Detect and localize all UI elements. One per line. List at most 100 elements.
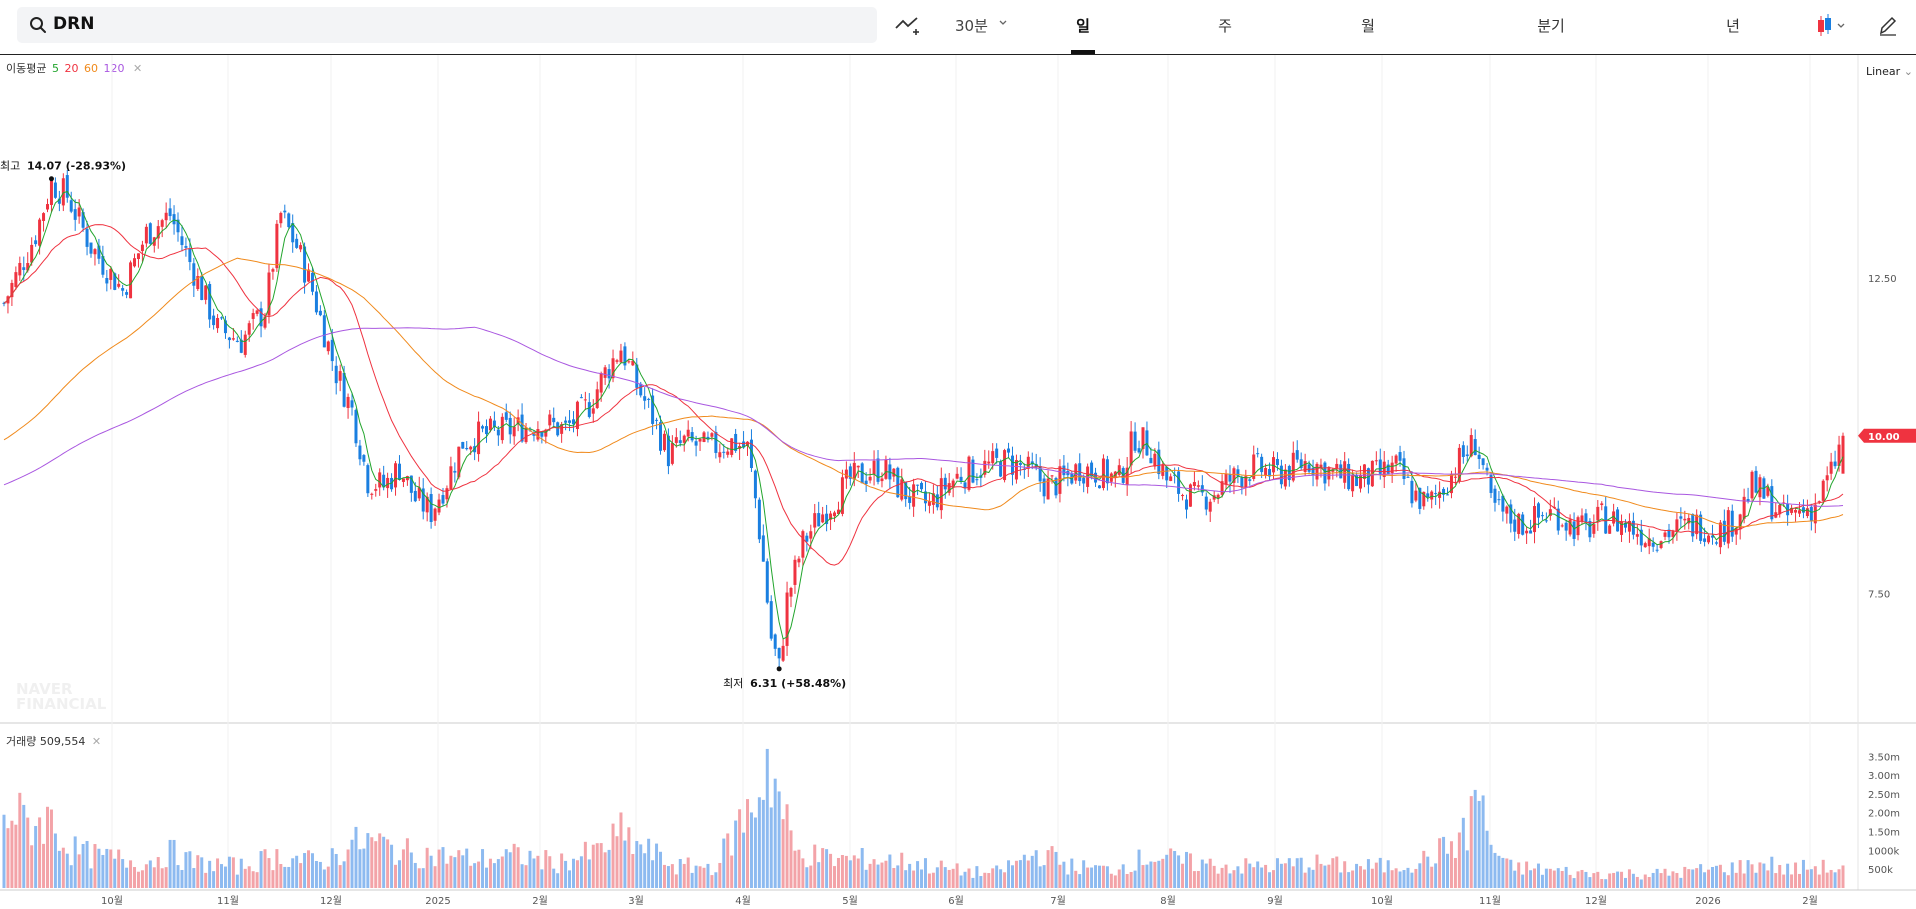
volume-bar xyxy=(1493,852,1497,888)
candle xyxy=(1714,542,1718,544)
volume-bar xyxy=(536,855,540,888)
volume-bar xyxy=(184,852,188,888)
volume-bar xyxy=(1014,860,1018,888)
candle xyxy=(718,452,722,458)
candle xyxy=(1517,513,1521,534)
candle xyxy=(1505,506,1509,514)
candle xyxy=(180,236,184,246)
candle xyxy=(492,420,496,428)
volume-bar xyxy=(1797,873,1801,888)
volume-tick-label: 3.00m xyxy=(1868,771,1900,782)
scale-select[interactable]: Linear ⌄ xyxy=(1866,65,1913,78)
volume-bar xyxy=(275,849,279,888)
volume-bar xyxy=(366,833,370,888)
interval-select[interactable]: 30분 xyxy=(955,17,988,35)
candle xyxy=(85,228,89,247)
candle xyxy=(1038,466,1042,482)
volume-bar xyxy=(659,851,663,888)
candle-type-icon[interactable] xyxy=(1815,12,1851,40)
volume-bar xyxy=(540,869,544,888)
chevron-down-icon[interactable] xyxy=(998,18,1008,28)
volume-bar xyxy=(655,843,659,888)
volume-bar xyxy=(706,863,710,888)
tab-month[interactable]: 월 xyxy=(1361,17,1375,35)
candle xyxy=(287,213,291,228)
pencil-icon[interactable] xyxy=(1876,12,1900,40)
candle xyxy=(781,645,785,661)
candle xyxy=(1529,530,1533,534)
volume-bar xyxy=(1604,879,1608,888)
price-chart[interactable]: NAVER FINANCIAL 12.50 7.50 10.00 10월 11월 12월 2… xyxy=(0,55,1916,909)
volume-bar xyxy=(900,852,904,888)
candle xyxy=(1315,463,1319,480)
volume-bar xyxy=(615,836,619,888)
candle xyxy=(1378,459,1382,474)
candle xyxy=(896,467,900,498)
tab-week[interactable]: 주 xyxy=(1218,17,1232,35)
tab-year[interactable]: 년 xyxy=(1726,17,1740,35)
volume-bar xyxy=(1513,870,1517,888)
volume-bar xyxy=(1295,858,1299,888)
volume-bar xyxy=(1544,868,1548,888)
volume-bar xyxy=(1560,870,1564,888)
volume-bar xyxy=(417,868,421,888)
volume-bar xyxy=(548,856,552,888)
volume-bar xyxy=(560,853,564,888)
candle xyxy=(1568,519,1572,535)
volume-bar xyxy=(587,859,591,888)
candle xyxy=(441,495,445,504)
search-box[interactable]: DRN xyxy=(17,7,877,43)
volume-bar xyxy=(1010,865,1014,888)
candle xyxy=(354,409,358,444)
close-icon[interactable]: ✕ xyxy=(132,62,143,75)
volume-bar xyxy=(1319,863,1323,888)
candle xyxy=(927,501,931,506)
volume-bar xyxy=(1244,858,1248,888)
candle xyxy=(1651,542,1655,547)
x-tick-label: 2월 xyxy=(532,895,548,907)
candle xyxy=(1453,476,1457,478)
volume-bar xyxy=(1153,861,1157,888)
volume-bar xyxy=(710,875,714,888)
tab-day[interactable]: 일 xyxy=(1076,17,1090,35)
scale-label: Linear xyxy=(1866,65,1901,78)
candle xyxy=(1149,457,1153,464)
indicator-chart-icon[interactable] xyxy=(893,12,921,40)
volume-bar xyxy=(904,870,908,888)
candle xyxy=(113,273,117,290)
volume-bar xyxy=(848,860,852,888)
volume-bar xyxy=(662,864,666,888)
volume-bar xyxy=(172,839,176,888)
candle xyxy=(469,446,473,450)
volume-bar xyxy=(1489,844,1493,888)
candle xyxy=(1133,431,1137,451)
candle xyxy=(571,419,575,425)
volume-bar xyxy=(896,865,900,888)
volume-bar xyxy=(927,873,931,888)
candle xyxy=(1699,514,1703,541)
tab-quarter[interactable]: 분기 xyxy=(1537,17,1565,35)
volume-bar xyxy=(726,833,730,888)
volume-bar xyxy=(1054,851,1058,888)
candle xyxy=(670,442,674,464)
volume-bar xyxy=(1137,849,1141,888)
candle xyxy=(726,451,730,455)
candle xyxy=(532,433,536,436)
volume-bar xyxy=(591,844,595,888)
volume-bar xyxy=(1287,858,1291,888)
volume-bar xyxy=(718,862,722,888)
volume-bar xyxy=(117,849,121,888)
candle xyxy=(579,397,583,399)
candle xyxy=(951,480,955,488)
candle xyxy=(714,432,718,453)
volume-bar xyxy=(77,854,81,888)
search-input[interactable]: DRN xyxy=(53,14,95,34)
candle xyxy=(255,310,259,314)
volume-bar xyxy=(235,874,239,888)
volume-bar xyxy=(1386,860,1390,888)
close-icon[interactable]: ✕ xyxy=(91,735,102,748)
volume-bar xyxy=(852,855,856,888)
candle xyxy=(346,396,350,408)
volume-bar xyxy=(168,839,172,888)
candle xyxy=(682,435,686,443)
